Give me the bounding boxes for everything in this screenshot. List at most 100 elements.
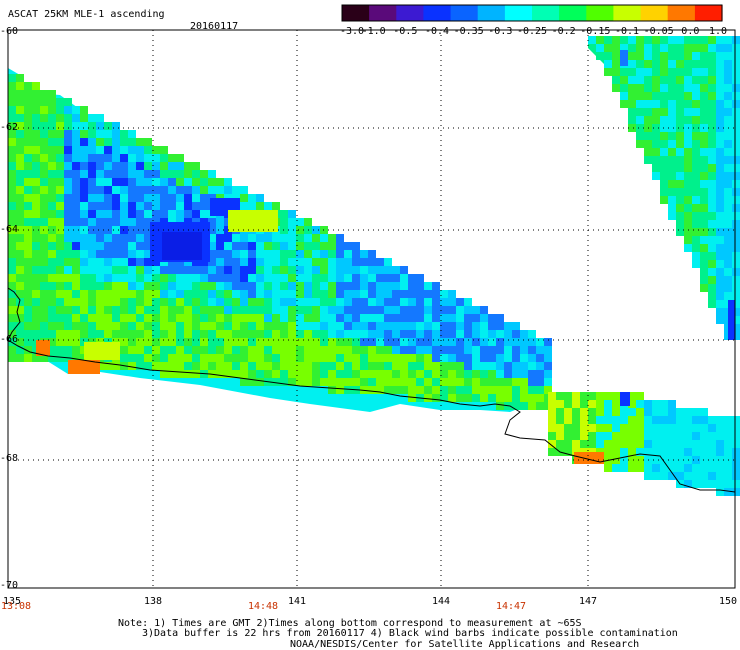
swath-cell — [628, 424, 636, 432]
swath-cell — [56, 346, 64, 354]
swath-cell — [152, 362, 160, 370]
swath-cell — [480, 370, 488, 378]
swath-cell — [280, 354, 288, 362]
swath-cell — [88, 234, 96, 242]
swath-cell — [716, 60, 724, 68]
swath-cell — [596, 416, 604, 424]
swath-cell — [216, 178, 224, 186]
swath-cell — [716, 220, 724, 228]
swath-cell — [604, 416, 612, 424]
swath-cell — [288, 210, 296, 218]
swath-cell — [112, 202, 120, 210]
swath-cell — [304, 306, 312, 314]
swath-cell — [328, 258, 336, 266]
swath-cell — [256, 362, 264, 370]
swath-cell — [488, 354, 496, 362]
swath-cell — [724, 440, 732, 448]
swath-cell — [684, 236, 692, 244]
swath-cell — [96, 290, 104, 298]
swath-cell — [144, 162, 152, 170]
swath-cell — [104, 258, 112, 266]
swath-cell — [676, 108, 684, 116]
swath-cell — [288, 250, 296, 258]
swath-cell — [72, 274, 80, 282]
swath-cell — [480, 322, 488, 330]
swath-cell — [588, 424, 596, 432]
swath-cell — [520, 346, 528, 354]
swath-cell — [56, 298, 64, 306]
swath-cell — [376, 346, 384, 354]
swath-cell — [16, 234, 24, 242]
swath-cell — [424, 322, 432, 330]
swath-cell — [708, 472, 716, 480]
swath-cell — [668, 124, 676, 132]
swath-cell — [660, 100, 668, 108]
swath-cell — [700, 164, 708, 172]
swath-cell — [400, 354, 408, 362]
swath-cell — [512, 386, 520, 394]
swath-cell — [88, 146, 96, 154]
swath-cell — [136, 322, 144, 330]
swath-cell — [392, 274, 400, 282]
swath-cell — [512, 354, 520, 362]
swath-cell — [8, 298, 16, 306]
swath-cell — [208, 338, 216, 346]
swath-cell — [112, 322, 120, 330]
swath-cell — [40, 162, 48, 170]
swath-cell — [24, 138, 32, 146]
swath-cell — [732, 308, 740, 316]
product-date: 20160117 — [190, 21, 239, 32]
swath-cell — [668, 448, 676, 456]
swath-cell — [596, 392, 604, 400]
swath-cell — [176, 338, 184, 346]
swath-cell — [56, 282, 64, 290]
swath-cell — [112, 146, 120, 154]
swath-cell — [496, 314, 504, 322]
swath-cell — [424, 354, 432, 362]
swath-cell — [564, 408, 572, 416]
swath-cell — [732, 488, 740, 496]
swath-cell — [8, 122, 16, 130]
swath-cell — [8, 162, 16, 170]
swath-cell — [384, 370, 392, 378]
swath-cell — [88, 274, 96, 282]
swath-cell — [144, 274, 152, 282]
swath-cell — [40, 282, 48, 290]
swath-cell — [432, 394, 440, 402]
swath-cell — [176, 314, 184, 322]
swath-cell — [700, 180, 708, 188]
swath-cell — [88, 162, 96, 170]
swath-cell — [676, 44, 684, 52]
swath-cell — [136, 330, 144, 338]
swath-cell — [528, 354, 536, 362]
swath-cell — [96, 146, 104, 154]
swath-cell — [128, 186, 136, 194]
swath-cell — [296, 218, 304, 226]
swath-cell — [676, 140, 684, 148]
swath-cell — [572, 408, 580, 416]
swath-cell — [496, 354, 504, 362]
swath-cell — [448, 346, 456, 354]
swath-cell — [480, 346, 488, 354]
swath-cell — [24, 170, 32, 178]
swath-cell — [456, 354, 464, 362]
swath-cell — [160, 178, 168, 186]
swath-cell — [176, 266, 184, 274]
swath-cell — [200, 314, 208, 322]
swath-cell — [120, 146, 128, 154]
swath-cell — [384, 322, 392, 330]
swath-cell — [200, 186, 208, 194]
swath-cell — [120, 266, 128, 274]
swath-cell — [296, 250, 304, 258]
swath-cell — [112, 234, 120, 242]
swath-cell — [520, 402, 528, 410]
swath-cell — [644, 116, 652, 124]
swath-cell — [112, 274, 120, 282]
swath-cell — [136, 338, 144, 346]
lon-label-144: 144 — [431, 596, 451, 607]
swath-cell — [216, 258, 224, 266]
swath-cell — [336, 266, 344, 274]
swath-cell — [536, 338, 544, 346]
swath-cell — [384, 330, 392, 338]
swath-cell — [676, 100, 684, 108]
